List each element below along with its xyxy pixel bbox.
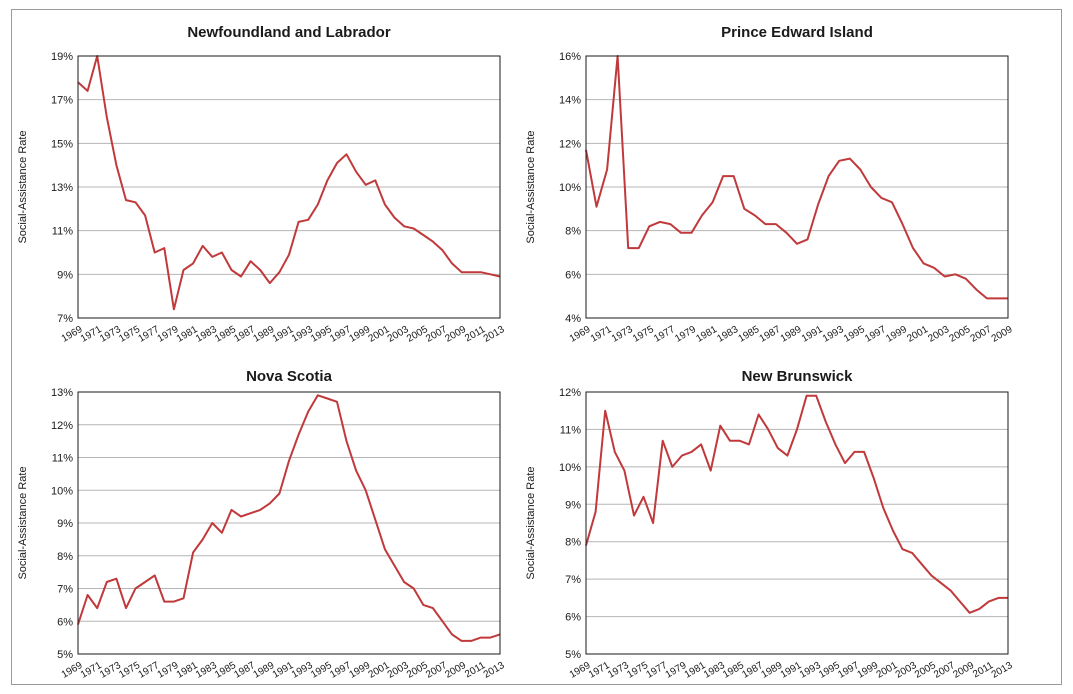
y-tick-label: 9% [57, 518, 73, 530]
y-axis-label: Social-Assistance Rate [17, 130, 29, 243]
chart-title: Nova Scotia [246, 368, 333, 385]
y-tick-label: 8% [565, 537, 581, 549]
y-tick-label: 11% [560, 424, 581, 436]
plot-area [585, 391, 1009, 655]
plot-area [585, 55, 1009, 319]
x-tick-label: 2013 [482, 324, 507, 345]
y-axis-label: Social-Assistance Rate [525, 130, 537, 243]
y-tick-label: 5% [565, 649, 581, 661]
y-tick-label: 19% [51, 51, 73, 63]
x-tick-label: 2009 [990, 324, 1015, 345]
series-line [585, 55, 1008, 300]
y-tick-label: 4% [565, 313, 581, 325]
x-tick-label: 2013 [482, 660, 507, 681]
y-tick-label: 6% [57, 616, 73, 628]
y-tick-label: 7% [57, 313, 73, 325]
y-tick-label: 15% [51, 138, 73, 150]
figure-frame [11, 9, 1062, 685]
y-tick-label: 13% [51, 387, 73, 399]
x-tick-label: 2013 [990, 660, 1015, 681]
y-tick-label: 13% [51, 182, 73, 194]
chart-panel-3: Nova Scotia 5% 6% 7% 8% 9% 10% 11% 12% 13% Social-… [17, 368, 507, 681]
y-tick-label: 5% [57, 649, 73, 661]
y-tick-label: 12% [559, 138, 581, 150]
chart-panel-4: New Brunswick 5% 6% 7% 8% 9% 10% 11% 12% Social-A… [525, 368, 1015, 681]
y-tick-label: 7% [565, 574, 581, 586]
plot-area [77, 391, 501, 655]
y-axis-label: Social-Assistance Rate [17, 466, 29, 579]
y-tick-label: 11% [52, 453, 73, 465]
y-tick-label: 6% [565, 269, 581, 281]
y-axis-label: Social-Assistance Rate [525, 466, 537, 579]
plot-area [77, 55, 501, 319]
chart-panel-1: Newfoundland and Labrador 7% 9% 11% 13% 15% 17… [17, 24, 507, 345]
y-tick-label: 12% [51, 420, 73, 432]
y-tick-label: 14% [559, 95, 581, 107]
y-tick-label: 10% [559, 462, 581, 474]
y-tick-label: 16% [559, 51, 581, 63]
y-tick-label: 9% [57, 269, 73, 281]
y-tick-label: 8% [565, 226, 581, 238]
y-tick-label: 8% [57, 551, 73, 563]
y-tick-label: 10% [51, 485, 73, 497]
chart-title: New Brunswick [742, 368, 854, 385]
y-tick-label: 6% [565, 612, 581, 624]
chart-title: Newfoundland and Labrador [187, 24, 390, 41]
series-line [585, 394, 1008, 614]
y-tick-label: 10% [559, 182, 581, 194]
chart-panel-2: Prince Edward Island 4% 6% 8% 10% 12% 14% 16% So… [525, 24, 1015, 345]
series-line [77, 55, 501, 311]
series-line [77, 394, 501, 642]
y-tick-label: 12% [559, 387, 581, 399]
chart-title: Prince Edward Island [721, 24, 873, 41]
y-tick-label: 9% [565, 499, 581, 511]
y-tick-label: 17% [51, 95, 73, 107]
y-tick-label: 7% [57, 584, 73, 596]
y-tick-label: 11% [52, 226, 73, 238]
